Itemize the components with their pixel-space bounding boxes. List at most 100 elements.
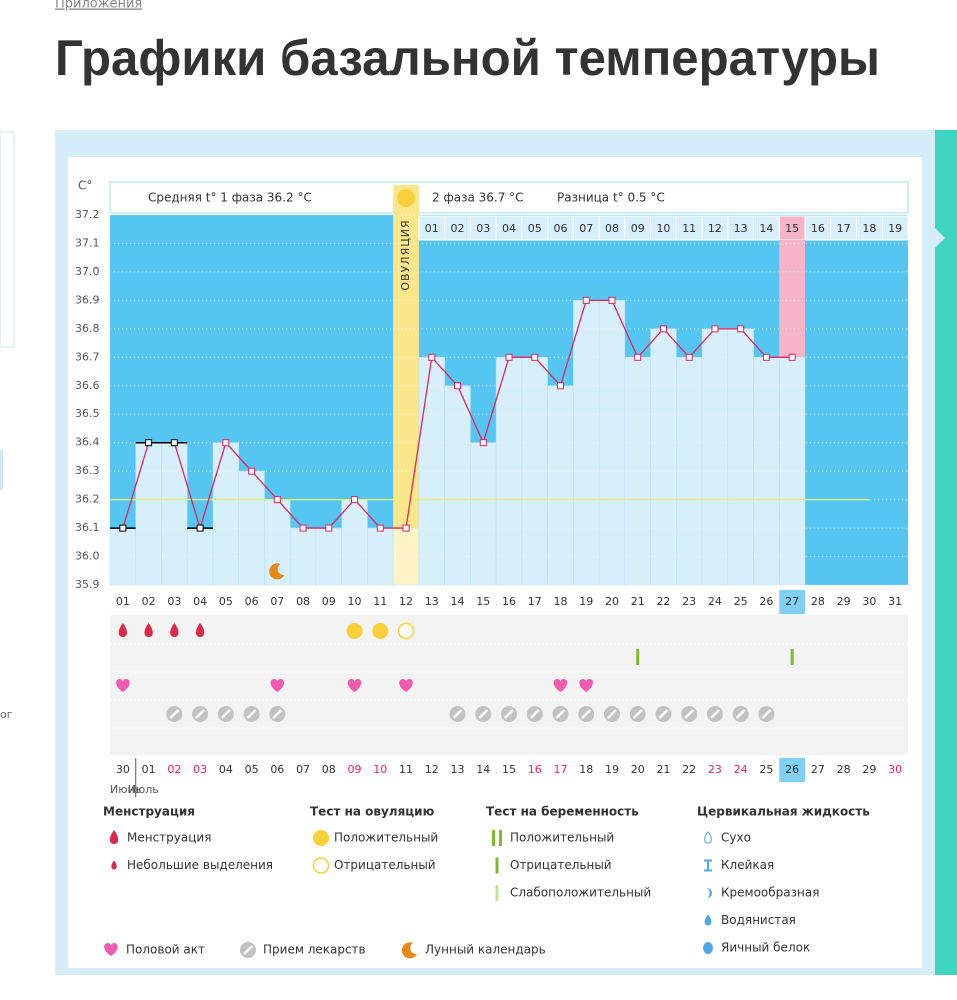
- day-bar: [470, 442, 497, 586]
- temperature-point: [531, 353, 539, 361]
- x-tick-label: 22: [656, 595, 670, 608]
- phase2-day-label: 07: [579, 222, 593, 235]
- legend-label: Половой акт: [126, 943, 205, 957]
- icon-heart: [579, 679, 594, 692]
- x-tick-label: 05: [219, 595, 233, 608]
- icon-egg: [703, 942, 713, 954]
- icon-pill: [552, 706, 569, 722]
- y-tick-label: 36.8: [75, 322, 100, 335]
- x-tick-label: 06: [245, 595, 259, 608]
- icon-drop: [195, 623, 205, 637]
- temperature-point: [737, 325, 745, 333]
- breadcrumb[interactable]: Приложения: [55, 0, 142, 12]
- ovulation-dot: [397, 189, 416, 207]
- icon-pill: [526, 706, 543, 722]
- temperature-point: [505, 353, 513, 361]
- y-tick-label: 36.3: [75, 464, 100, 477]
- icon-smalldrop: [111, 860, 117, 870]
- day-bar: [341, 499, 368, 586]
- x-tick-label: 01: [116, 595, 130, 608]
- icon-pill: [655, 706, 672, 722]
- icon-moon: [401, 942, 417, 959]
- today-column: [779, 240, 806, 358]
- date-label: 03: [193, 763, 207, 776]
- x-tick-label: 26: [759, 595, 773, 608]
- phase2-text: 2 фаза 36.7 °C: [432, 191, 524, 205]
- day-bar: [186, 527, 214, 586]
- phase2-cell: [444, 215, 471, 241]
- date-label: 21: [656, 763, 670, 776]
- icon-dot: [313, 830, 329, 846]
- phase2-cell: [701, 215, 729, 241]
- temperature-point: [325, 524, 333, 532]
- x-tick-label: 20: [605, 595, 619, 608]
- day-bar: [418, 357, 445, 586]
- x-tick-label: 31: [888, 595, 902, 608]
- legend-label: Положительный: [334, 831, 438, 845]
- date-label: 29: [862, 763, 876, 776]
- date-label: 19: [605, 763, 619, 776]
- phase2-day-label: 11: [682, 222, 696, 235]
- legend-title: Менструация: [103, 805, 195, 819]
- icon-drop: [118, 623, 128, 637]
- date-label: 25: [759, 763, 773, 776]
- icon-pill: [681, 706, 698, 722]
- legend-label: Слабоположительный: [510, 886, 651, 900]
- today-highlight: [779, 590, 806, 614]
- icon-pill: [706, 706, 723, 722]
- temperature-point: [762, 353, 770, 361]
- x-tick-label: 08: [296, 595, 310, 608]
- legend-title: Цервикальная жидкость: [697, 805, 870, 819]
- phase2-cell: [830, 215, 858, 241]
- icon-bar2: [492, 830, 502, 846]
- icon-ring: [312, 857, 330, 874]
- difference-text: Разница t° 0.5 °C: [557, 191, 665, 205]
- phase2-day-label: 03: [476, 222, 490, 235]
- phase2-cell: [469, 215, 497, 241]
- phase2-cell: [624, 215, 652, 241]
- unit-label: C°: [78, 179, 92, 193]
- icon-pill: [269, 706, 286, 722]
- x-tick-label: 11: [373, 595, 387, 608]
- temperature-point: [685, 353, 693, 361]
- x-tick-label: 24: [708, 595, 722, 608]
- ovulation-column: [393, 185, 419, 585]
- phase2-cell: [521, 215, 549, 241]
- phase2-cell: [856, 215, 883, 241]
- date-label: 24: [734, 763, 748, 776]
- day-bar: [444, 385, 471, 586]
- x-tick-label: 25: [734, 595, 748, 608]
- heading: Графики базальной температуры: [55, 30, 880, 86]
- x-tick-label: 12: [399, 595, 413, 608]
- icon-heart: [270, 679, 285, 692]
- phase2-day-label: 12: [708, 222, 722, 235]
- date-label: 26: [785, 763, 799, 776]
- phase2-day-label: 10: [656, 222, 670, 235]
- y-tick-label: 36.7: [75, 350, 100, 363]
- date-label: 23: [708, 763, 722, 776]
- icon-pill: [475, 706, 492, 722]
- legend-label: Небольшие выделения: [127, 858, 273, 872]
- x-tick-label: 27: [785, 595, 799, 608]
- x-tick-label: 30: [862, 595, 876, 608]
- icon-drop: [170, 623, 179, 637]
- icon-watery: [704, 914, 712, 926]
- phase-header: [109, 181, 909, 214]
- icon-pill: [629, 706, 646, 722]
- icon-drop: [109, 830, 119, 844]
- phase2-day-label: 17: [837, 222, 851, 235]
- side-arrow[interactable]: [935, 228, 945, 248]
- date-label: 11: [399, 763, 413, 776]
- phase2-day-label: 01: [425, 222, 439, 235]
- day-bar: [547, 385, 574, 586]
- icon-bar1: [495, 857, 499, 874]
- phase2-day-label: 19: [888, 222, 902, 235]
- icon-pill: [578, 706, 595, 722]
- phase2-day-label: 08: [605, 222, 619, 235]
- y-tick-label: 36.0: [75, 550, 100, 563]
- date-label: 12: [425, 763, 439, 776]
- temperature-point: [248, 467, 256, 475]
- phase2-cell: [804, 215, 832, 241]
- icon-pill: [603, 706, 620, 722]
